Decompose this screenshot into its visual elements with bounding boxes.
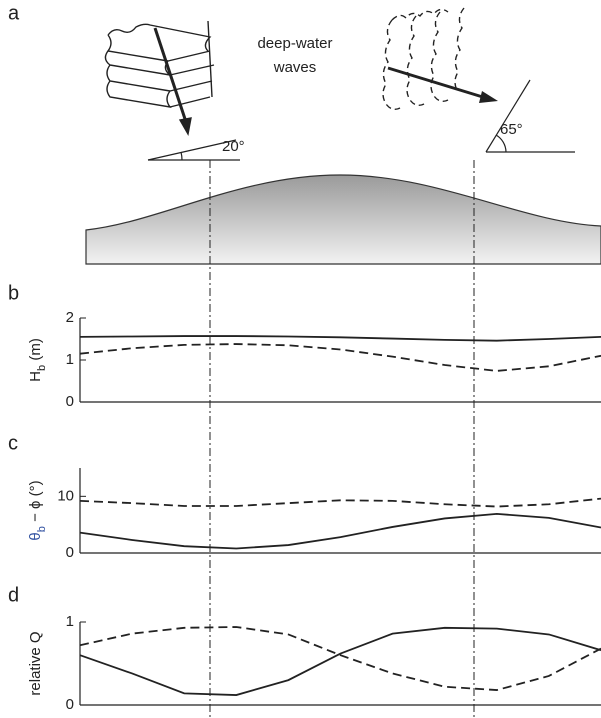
y-tick-label: 10: [57, 487, 74, 504]
angle-65: [485, 79, 575, 153]
panel-label: a: [8, 2, 20, 24]
angle-label: 65°: [500, 121, 523, 138]
series-line: [79, 626, 601, 691]
y-label-part: H: [27, 371, 44, 382]
y-axis-label: θb − ϕ (°): [27, 480, 48, 540]
series-line: [79, 343, 601, 372]
caption: deep-water: [257, 35, 332, 52]
coastline: [85, 174, 601, 265]
y-tick-label: 0: [66, 696, 74, 713]
series-line: [79, 497, 601, 508]
series-line: [79, 335, 601, 342]
y-label-part: − ϕ (°): [27, 480, 44, 526]
y-label-part: (m): [27, 338, 44, 365]
y-label-part: b: [36, 526, 48, 532]
angle-20: [147, 139, 240, 161]
y-axis-label: Hb (m): [27, 338, 48, 382]
y-axis-label: relative Q: [27, 631, 44, 695]
series-line: [79, 626, 601, 696]
y-label-part: b: [36, 365, 48, 371]
y-tick-label: 1: [66, 351, 74, 368]
arrow-head: [479, 91, 498, 103]
y-tick-label: 2: [66, 309, 74, 326]
caption: waves: [273, 59, 317, 76]
angle-label: 20°: [222, 138, 245, 155]
y-tick-label: 0: [66, 393, 74, 410]
y-tick-label: 0: [66, 544, 74, 561]
wave-crests: [104, 20, 215, 137]
panel-label: b: [8, 282, 19, 304]
series-line: [79, 512, 601, 550]
y-label-part: relative Q: [27, 631, 44, 695]
wave-arrow: [387, 66, 487, 100]
panel-label: c: [8, 432, 18, 454]
panel-label: d: [8, 584, 19, 606]
y-label-part: θ: [27, 532, 44, 540]
wave-crests: [382, 7, 465, 111]
y-tick-label: 1: [66, 613, 74, 630]
